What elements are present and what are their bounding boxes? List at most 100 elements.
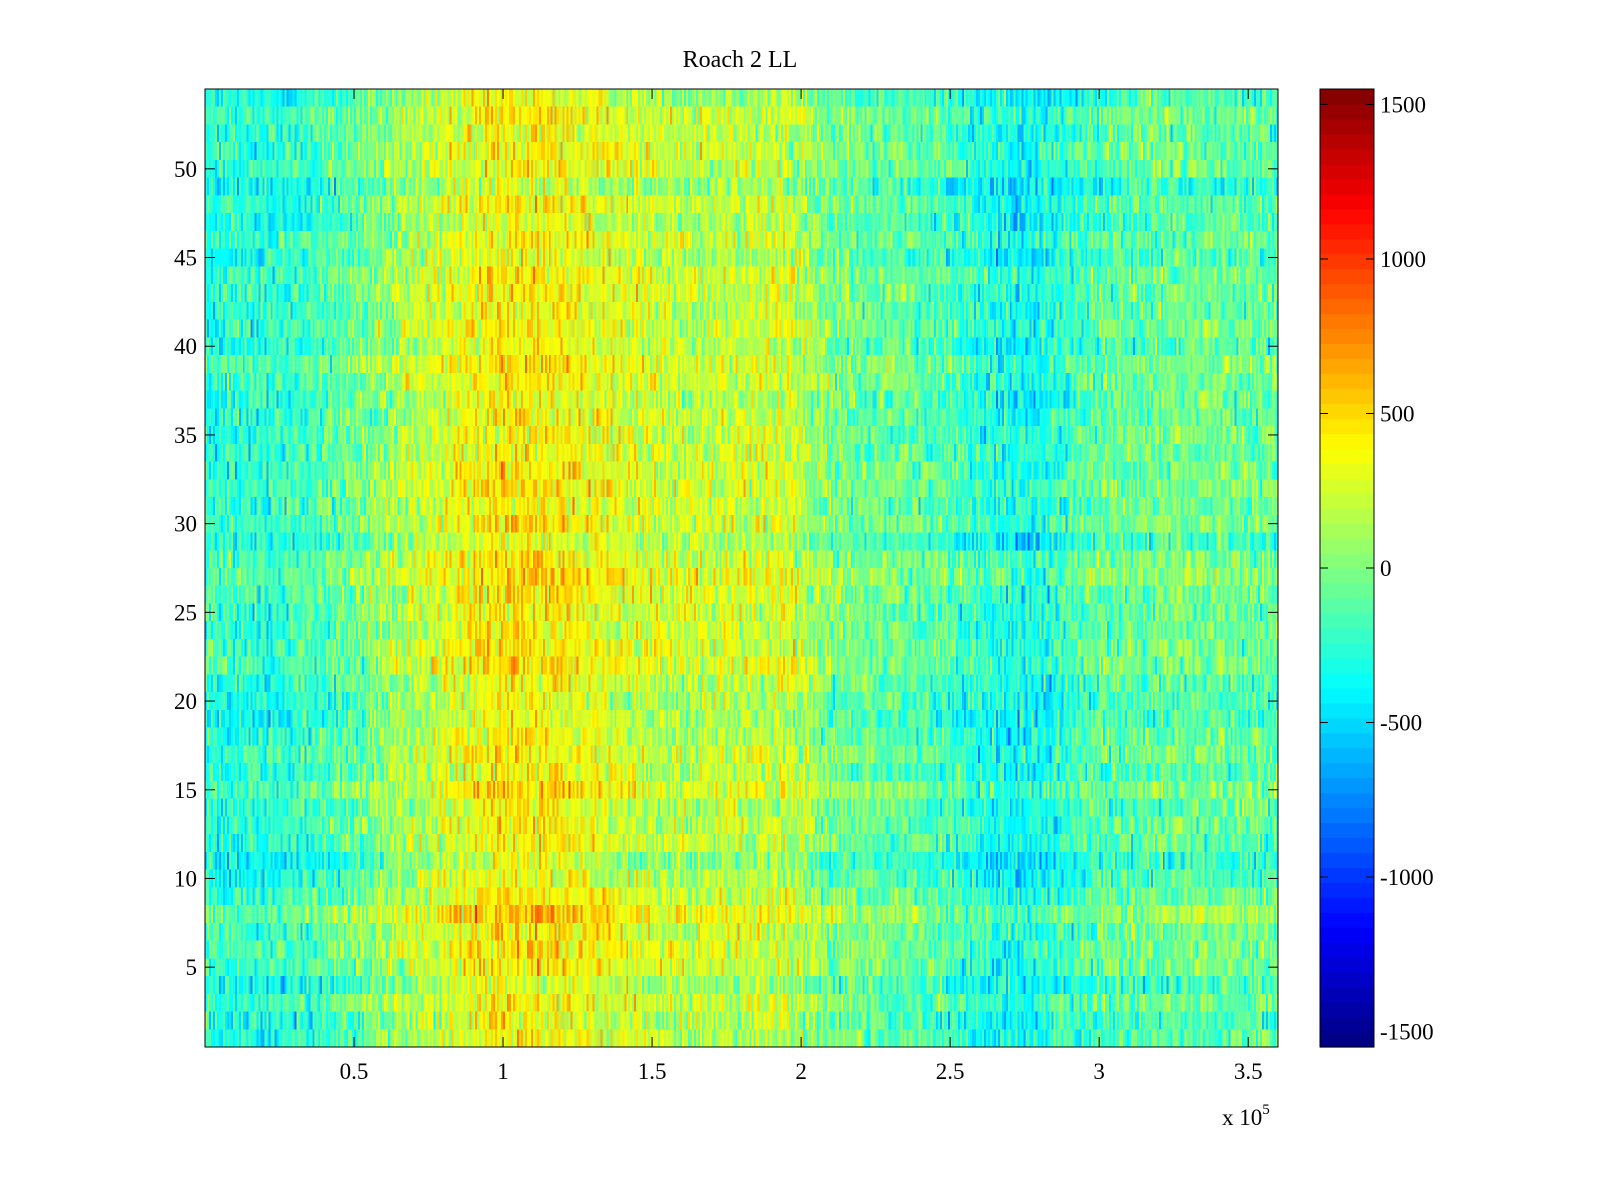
colorbar-segment <box>1320 1017 1374 1033</box>
colorbar-segment <box>1320 597 1374 614</box>
colorbar-segment <box>1320 792 1374 809</box>
colorbar-segment <box>1320 762 1374 779</box>
colorbar-segment <box>1320 837 1374 854</box>
colorbar-segment <box>1320 702 1374 719</box>
x-tick-label: 2.5 <box>936 1059 965 1084</box>
colorbar-segment <box>1320 1002 1374 1018</box>
colorbar-tick-label: -1500 <box>1380 1020 1434 1045</box>
x-tick-label: 3 <box>1093 1059 1105 1084</box>
colorbar-segment <box>1320 448 1374 464</box>
colorbar-segment <box>1320 253 1374 270</box>
colorbar-segment <box>1320 867 1374 883</box>
y-tick-label: 50 <box>174 157 197 182</box>
colorbar-segment <box>1320 822 1374 839</box>
y-tick-label: 40 <box>174 334 197 359</box>
colorbar-segment <box>1320 313 1374 330</box>
colorbar-segment <box>1320 193 1374 210</box>
x-axis-multiplier: x 105 <box>1222 1102 1270 1130</box>
colorbar-segment <box>1320 493 1374 509</box>
colorbar-segment <box>1320 777 1374 794</box>
colorbar-segment <box>1320 987 1374 1003</box>
colorbar-segment <box>1320 957 1374 973</box>
colorbar-segment <box>1320 897 1374 913</box>
colorbar-segment <box>1320 283 1374 300</box>
colorbar-segment <box>1320 118 1374 135</box>
colorbar-segment <box>1320 687 1374 704</box>
y-tick-label: 5 <box>186 955 198 980</box>
colorbar-segment <box>1320 627 1374 644</box>
colorbar-segment <box>1320 582 1374 599</box>
y-tick-label: 35 <box>174 423 197 448</box>
colorbar-segment <box>1320 568 1374 584</box>
heatmap <box>205 89 1278 1047</box>
x-tick-label: 1 <box>497 1059 509 1084</box>
colorbar-segment <box>1320 478 1374 494</box>
colorbar-segment <box>1320 972 1374 988</box>
y-tick-label: 15 <box>174 778 197 803</box>
colorbar-segment <box>1320 553 1374 569</box>
x-axis-multiplier-exponent: 5 <box>1262 1102 1270 1118</box>
colorbar-segment <box>1320 148 1374 165</box>
y-tick-label: 45 <box>174 246 197 271</box>
colorbar-tick-label: 500 <box>1380 401 1415 426</box>
colorbar-tick-label: 1500 <box>1380 92 1426 117</box>
colorbar-segment <box>1320 89 1374 105</box>
colorbar-segment <box>1320 523 1374 539</box>
colorbar-segment <box>1320 672 1374 689</box>
colorbar-segment <box>1320 942 1374 958</box>
y-tick-label: 30 <box>174 512 197 537</box>
colorbar-segment <box>1320 358 1374 375</box>
x-tick-label: 1.5 <box>638 1059 667 1084</box>
y-tick-label: 10 <box>174 866 197 891</box>
heatmap-image <box>205 89 1278 1047</box>
colorbar-segment <box>1320 538 1374 554</box>
colorbar-segment <box>1320 927 1374 943</box>
colorbar-segment <box>1320 103 1374 120</box>
x-axis-multiplier-base: x 10 <box>1222 1105 1262 1130</box>
colorbar-segment <box>1320 268 1374 285</box>
x-tick-label: 2 <box>795 1059 807 1084</box>
colorbar-segment <box>1320 178 1374 195</box>
colorbar-segment <box>1320 418 1374 434</box>
colorbar-axis: 1500 1000 500 0 -500 -1000 -1500 <box>1320 92 1434 1045</box>
colorbar-tick-label: 1000 <box>1380 247 1426 272</box>
colorbar-segment <box>1320 373 1374 389</box>
plot-frame <box>204 88 1279 1048</box>
colorbar-tick-label: -1000 <box>1380 865 1434 890</box>
colorbar-segment <box>1320 238 1374 255</box>
colorbar-segment <box>1320 133 1374 150</box>
colorbar-segment <box>1320 612 1374 629</box>
chart-title: Roach 2 LL <box>683 47 798 73</box>
colorbar-segment <box>1320 388 1374 404</box>
colorbar <box>1320 89 1374 1048</box>
colorbar-segment <box>1320 807 1374 824</box>
colorbar-segment <box>1320 747 1374 764</box>
y-axis: 5 10 15 20 25 30 35 40 45 50 <box>174 157 1278 980</box>
y-tick-label: 25 <box>174 600 197 625</box>
colorbar-segment <box>1320 223 1374 240</box>
colorbar-segment <box>1320 657 1374 674</box>
colorbar-segment <box>1320 298 1374 315</box>
colorbar-segment <box>1320 208 1374 225</box>
colorbar-tick-label: -500 <box>1380 711 1422 736</box>
colorbar-segment <box>1320 852 1374 868</box>
colorbar-segment <box>1320 732 1374 749</box>
colorbar-segment <box>1320 343 1374 360</box>
colorbar-segment <box>1320 882 1374 898</box>
colorbar-segment <box>1320 163 1374 180</box>
colorbar-segment <box>1320 463 1374 479</box>
colorbar-segment <box>1320 508 1374 524</box>
colorbar-segment <box>1320 642 1374 659</box>
x-tick-label: 0.5 <box>340 1059 369 1084</box>
x-tick-label: 3.5 <box>1234 1059 1263 1084</box>
colorbar-segment <box>1320 717 1374 734</box>
colorbar-segment <box>1320 403 1374 419</box>
y-tick-label: 20 <box>174 689 197 714</box>
colorbar-segment <box>1320 328 1374 345</box>
x-axis: 0.5 1 1.5 2 2.5 3 3.5 <box>340 89 1263 1084</box>
colorbar-tick-label: 0 <box>1380 556 1392 581</box>
colorbar-segment <box>1320 433 1374 449</box>
colorbar-segment <box>1320 912 1374 928</box>
colorbar-segment <box>1320 1032 1374 1048</box>
